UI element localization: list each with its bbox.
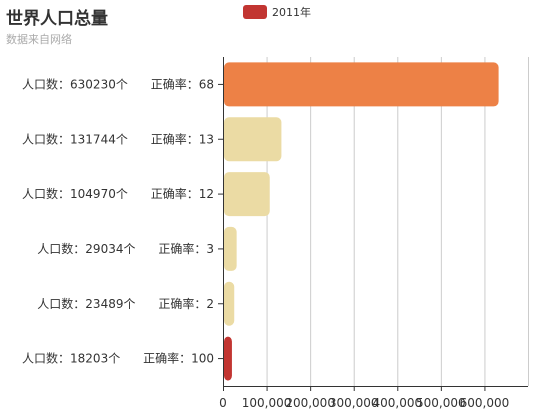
legend-swatch	[243, 5, 267, 19]
gridlines	[266, 57, 529, 386]
axes	[218, 57, 528, 391]
bar	[224, 62, 499, 107]
y-category-label: 人口数：104970个 正确率：12	[22, 186, 214, 201]
x-tick-label: 600,000	[460, 396, 510, 410]
y-category-label: 人口数：18203个 正确率：100	[22, 351, 214, 366]
bar	[224, 117, 282, 162]
bar	[224, 172, 270, 217]
y-category-label: 人口数：131744个 正确率：13	[22, 131, 214, 146]
y-category-label: 人口数：23489个 正确率：2	[37, 296, 214, 311]
x-tick-label: 400,000	[372, 396, 422, 410]
y-category-label: 人口数：29034个 正确率：3	[37, 241, 214, 256]
x-tick-label: 200,000	[285, 396, 335, 410]
x-tick-label: 300,000	[329, 396, 379, 410]
legend[interactable]: 2011年	[243, 4, 311, 20]
y-axis-labels: 人口数：630230个 正确率：68 人口数：131744个 正确率：13 人口数：…	[22, 76, 214, 365]
y-category-label: 人口数：630230个 正确率：68	[22, 76, 214, 91]
bar	[224, 226, 237, 271]
bars	[224, 62, 499, 381]
legend-label-2011: 2011年	[272, 6, 311, 19]
bar	[224, 281, 235, 326]
x-tick-label: 100,000	[242, 396, 292, 410]
chart-subtitle: 数据来自网络	[6, 33, 72, 46]
x-axis-labels: 0 100,000200,000300,000400,000500,000600,…	[219, 396, 509, 410]
bar	[224, 336, 232, 381]
x-tick-label: 500,000	[416, 396, 466, 410]
x-tick-label: 0	[219, 396, 227, 410]
chart-title: 世界人口总量	[6, 9, 108, 29]
